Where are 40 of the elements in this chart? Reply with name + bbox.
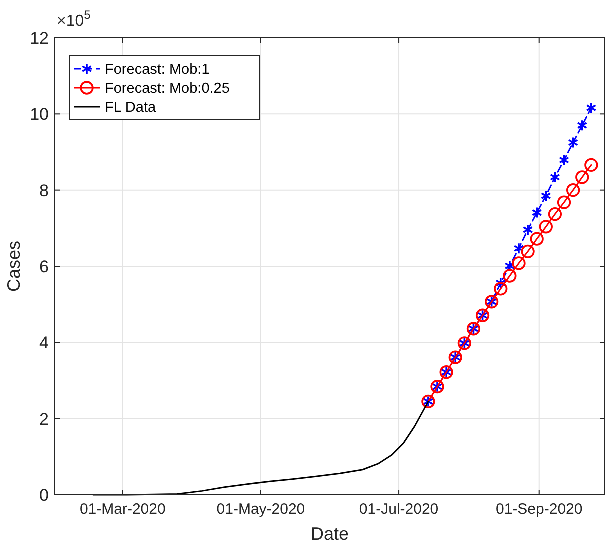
point xyxy=(576,170,590,184)
point xyxy=(548,208,562,222)
y-tick-label: 8 xyxy=(40,181,49,200)
legend-label: FL Data xyxy=(105,100,157,116)
point xyxy=(521,244,535,258)
x-tick-label: 01-May-2020 xyxy=(216,501,306,518)
point xyxy=(530,232,544,246)
x-tick-label: 01-Sep-2020 xyxy=(496,501,583,518)
y-tick-label: 0 xyxy=(40,486,49,505)
x-axis-title: Date xyxy=(310,524,350,544)
y-tick-label: 12 xyxy=(30,29,49,48)
point xyxy=(504,260,516,272)
point xyxy=(557,196,572,210)
point xyxy=(577,120,588,132)
point xyxy=(496,277,506,290)
y-tick-label: 4 xyxy=(40,334,49,353)
point xyxy=(494,282,508,296)
point xyxy=(540,190,552,202)
legend-label: Forecast: Mob:0.25 xyxy=(105,81,230,97)
point xyxy=(586,102,597,114)
point xyxy=(539,220,553,234)
y-axis-title: Cases xyxy=(4,240,24,292)
point xyxy=(503,269,517,283)
y-tick-label: 10 xyxy=(30,105,49,124)
legend-label: Forecast: Mob:1 xyxy=(105,62,210,78)
point xyxy=(550,171,560,184)
x-tick-label: 01-Mar-2020 xyxy=(80,501,166,518)
line-series xyxy=(92,400,430,496)
point xyxy=(559,154,570,166)
point xyxy=(532,206,542,219)
text: ×10$^{5}$ xyxy=(57,8,92,30)
point xyxy=(566,184,580,198)
point xyxy=(512,256,526,270)
y-tick-label: 6 xyxy=(40,258,49,276)
point xyxy=(568,136,579,149)
x-tick-label: 01-Jul-2020 xyxy=(359,501,439,518)
point xyxy=(522,224,534,236)
y-tick-label: 2 xyxy=(40,410,49,429)
point xyxy=(514,242,524,254)
point xyxy=(584,158,598,172)
